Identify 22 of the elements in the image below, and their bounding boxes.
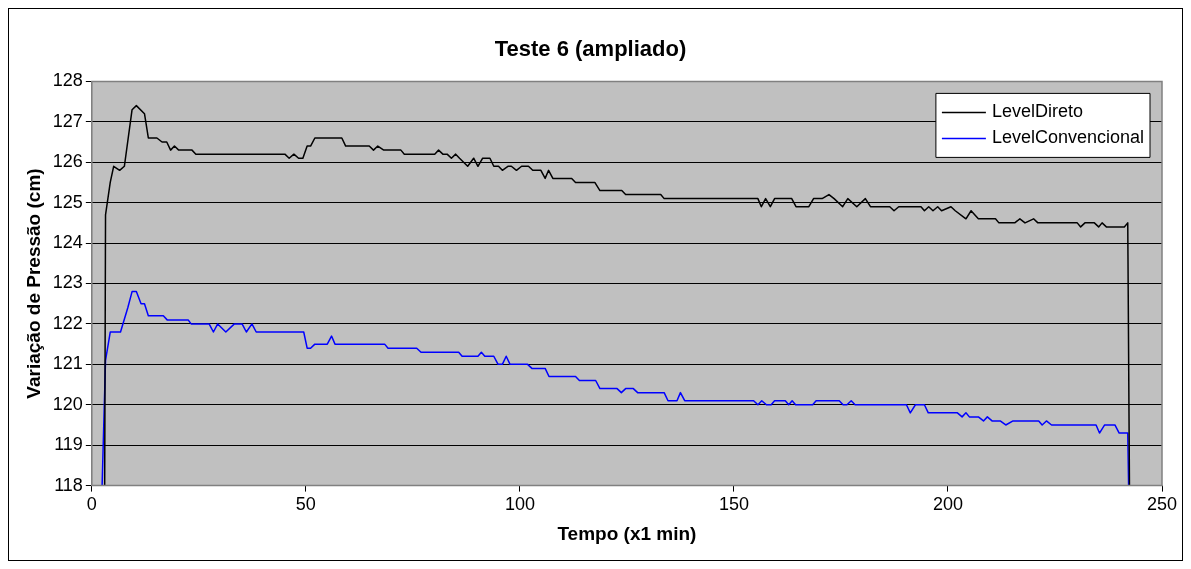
y-tick-label: 120: [52, 393, 83, 414]
y-tick-label: 122: [52, 312, 83, 333]
y-tick-label: 127: [52, 110, 83, 131]
legend-label: LevelConvencional: [991, 127, 1145, 148]
x-tick-label: 50: [295, 494, 316, 515]
y-tick-label: 124: [52, 232, 83, 253]
legend-label: LevelDireto: [991, 101, 1083, 122]
x-tick-label: 150: [718, 494, 749, 515]
y-tick-label: 119: [54, 434, 83, 455]
x-tick-label: 100: [504, 494, 535, 515]
y-axis-title: Variação de Pressão (cm): [22, 168, 44, 399]
x-tick-label: 200: [932, 494, 963, 515]
chart-title: Teste 6 (ampliado): [494, 36, 687, 62]
x-axis-title: Tempo (x1 min): [557, 522, 697, 544]
y-tick-label: 118: [54, 474, 83, 495]
y-tick-label: 125: [52, 191, 83, 212]
y-tick-label: 123: [52, 272, 83, 293]
x-tick-label: 0: [86, 494, 97, 515]
x-tick-label: 250: [1146, 494, 1178, 515]
y-tick-label: 126: [52, 151, 83, 172]
y-tick-label: 128: [52, 70, 83, 91]
y-tick-label: 121: [52, 353, 83, 374]
